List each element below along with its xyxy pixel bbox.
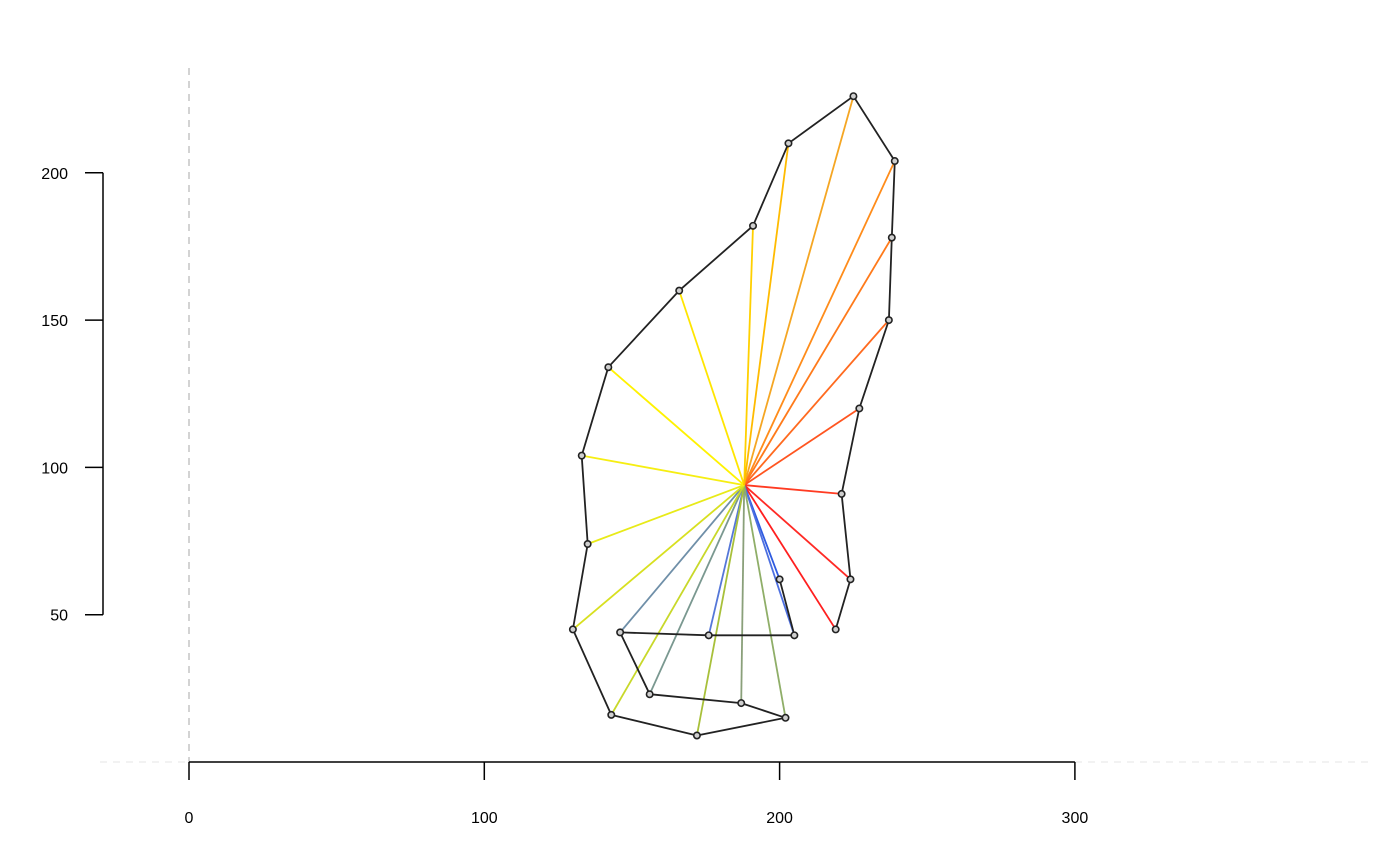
spoke-line [707, 484, 746, 636]
spoke-line [743, 407, 860, 486]
y-tick-label: 100 [41, 460, 68, 477]
y-tick-label: 50 [50, 608, 68, 625]
x-tick-label: 100 [471, 810, 498, 827]
data-point [749, 221, 758, 230]
data-points [568, 92, 899, 740]
data-point [737, 699, 746, 708]
y-tick-label: 150 [41, 313, 68, 330]
data-point [604, 363, 613, 372]
spoke-line [610, 484, 745, 716]
spoke-line [743, 484, 796, 636]
spoke-line [743, 237, 893, 486]
data-point [775, 575, 784, 584]
spoke-line [740, 485, 746, 704]
x-tick-label: 200 [766, 810, 793, 827]
spoke-line [678, 290, 746, 486]
data-point [784, 139, 793, 148]
data-point [831, 625, 840, 634]
data-point [607, 710, 616, 719]
spoke-line [743, 95, 855, 486]
data-point [645, 690, 654, 699]
data-point [704, 631, 713, 640]
reference-lines [100, 68, 1368, 763]
spoke-line [743, 160, 896, 486]
axes: 0 100 200 300 50 100 150 200 [41, 166, 1088, 827]
spoke-line [587, 484, 745, 545]
y-tick-label: 200 [41, 166, 68, 183]
data-point [616, 628, 625, 637]
data-point [855, 404, 864, 413]
spoke-line [743, 319, 890, 486]
data-point [884, 316, 893, 325]
data-point [577, 451, 586, 460]
x-tick-label: 0 [185, 810, 194, 827]
spoke-line [743, 143, 790, 486]
x-tick-label: 300 [1062, 810, 1089, 827]
data-point [675, 286, 684, 295]
spoke-line [743, 484, 852, 581]
spoke-line [619, 484, 745, 633]
data-point [890, 157, 899, 166]
outline-path [778, 579, 796, 636]
spoke-line [572, 484, 745, 631]
data-point [568, 625, 577, 634]
spoke-line [581, 454, 745, 486]
spoke-line [743, 484, 787, 718]
spoke-line [744, 484, 842, 495]
data-point [790, 631, 799, 640]
spoke-line [743, 225, 754, 486]
data-point [837, 489, 846, 498]
data-point [849, 92, 858, 101]
data-point [887, 233, 896, 242]
outline-path [572, 95, 854, 737]
data-point [781, 713, 790, 722]
hull-outline [572, 95, 896, 737]
spoke-line [743, 484, 837, 630]
spoke-line [648, 484, 745, 695]
spoke-lines [572, 95, 896, 736]
data-point [583, 539, 592, 548]
spoke-line [607, 366, 745, 486]
data-point [846, 575, 855, 584]
spoke-line [696, 484, 746, 736]
data-point [692, 731, 701, 740]
outline-path [834, 95, 896, 630]
